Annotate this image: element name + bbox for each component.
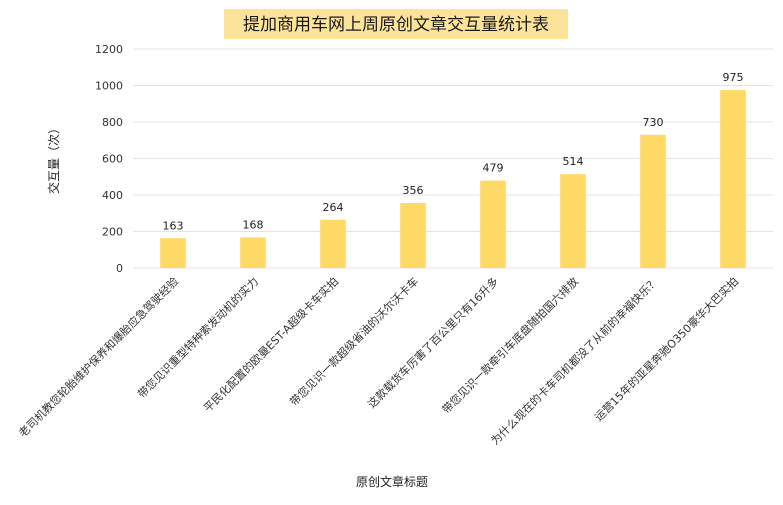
data-label: 730 [643,116,664,129]
gridlines [133,48,773,269]
bar [720,90,746,268]
x-category-label: 为什么现在的卡车司机都没了从前的幸福快乐？ [488,274,661,447]
bar [640,134,666,268]
x-category-label: 带您见识一款超级省油的沃尔沃卡车 [287,274,421,408]
data-label: 479 [483,162,504,175]
y-tick-label: 800 [102,116,123,129]
bar [560,174,586,268]
data-label: 163 [163,219,184,232]
bar [400,203,426,268]
bars [160,90,746,268]
data-label: 264 [323,201,344,214]
x-category-label: 带您见识一款牵引车底盘随拍国六排放 [439,274,581,416]
bar [480,180,506,268]
bar [320,219,346,268]
x-category-label: 平民化配置的欧曼EST-A超级卡车实拍 [200,274,341,415]
y-tick-label: 600 [102,153,123,166]
x-axis-title: 原创文章标题 [356,474,428,489]
bar [240,237,266,268]
y-tick-label: 400 [102,189,123,202]
x-category-label: 运营15年的亚星奔驰O350豪华大巴实拍 [591,274,741,424]
data-label: 514 [563,155,584,168]
data-labels: 163 168 264 356 479 514 730 975 [163,71,744,232]
x-category-label: 这款载货车厉害了百公里只有16升多 [365,274,501,410]
y-axis-ticks: 0 200 400 600 800 1000 1200 [95,43,123,275]
y-tick-label: 1200 [95,43,123,56]
x-axis-category-labels: 老司机教您轮胎维护保养和爆胎应急驾驶经验带您见识重型特种索发动机的实力平民化配置… [16,274,741,447]
data-label: 356 [403,184,424,197]
bar [160,238,186,268]
y-tick-label: 0 [116,262,123,275]
data-label: 168 [243,218,264,231]
y-tick-label: 200 [102,226,123,239]
chart-title-background [224,9,568,39]
chart-title: 提加商用车网上周原创文章交互量统计表 [243,15,549,35]
data-label: 975 [723,71,744,84]
x-category-label: 老司机教您轮胎维护保养和爆胎应急驾驶经验 [16,274,181,439]
y-axis-title: 交互量（次） [46,122,61,194]
y-tick-label: 1000 [95,80,123,93]
